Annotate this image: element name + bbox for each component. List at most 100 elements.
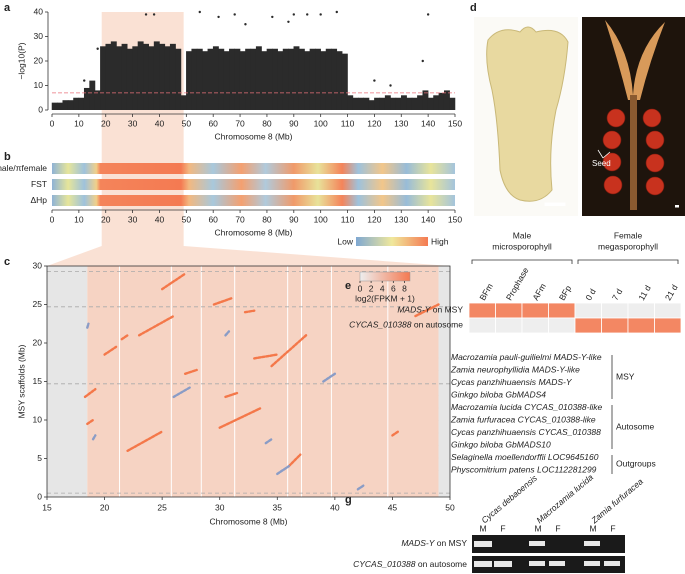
peak bbox=[315, 48, 321, 110]
x-tick-label: 100 bbox=[314, 118, 328, 128]
band bbox=[584, 561, 600, 566]
y-tick-label: 0 bbox=[38, 104, 43, 114]
outlier bbox=[335, 10, 338, 14]
x-tick-label: 140 bbox=[421, 118, 435, 128]
bands bbox=[474, 541, 620, 567]
x-tick-label: 50 bbox=[182, 214, 192, 224]
seed-arrows bbox=[597, 149, 611, 159]
peak bbox=[400, 95, 407, 110]
group-label: Male bbox=[513, 230, 532, 240]
alignment bbox=[287, 453, 302, 468]
peak bbox=[320, 51, 327, 110]
panel-label: e bbox=[345, 280, 351, 292]
row-label: ΔHp bbox=[30, 195, 47, 205]
alignment bbox=[86, 418, 95, 426]
microsporophyll bbox=[486, 26, 569, 202]
species: Zamia neurophyllidia bbox=[450, 365, 530, 375]
x-axis-label: Chromosome 8 (Mb) bbox=[215, 131, 293, 141]
row-label: MADS-Y on MSY bbox=[401, 538, 467, 548]
y-tick-label: 15 bbox=[33, 376, 43, 386]
alignment bbox=[183, 368, 198, 375]
x-tick-label: 90 bbox=[289, 118, 299, 128]
alignment bbox=[270, 334, 308, 368]
peak bbox=[449, 97, 456, 110]
x-tick-label: 40 bbox=[155, 214, 165, 224]
peak bbox=[379, 97, 386, 110]
peak bbox=[143, 43, 149, 110]
leaf-label: Ginkgo biloba GbMADS10 bbox=[451, 440, 551, 450]
x-tick-label: 45 bbox=[388, 502, 398, 512]
species: Cycas panzhihuaensis bbox=[451, 427, 537, 437]
gene: GbMADS10 bbox=[505, 440, 551, 450]
row-label: πmale/πfemale bbox=[0, 163, 47, 173]
alignment bbox=[414, 303, 440, 318]
cell bbox=[574, 302, 602, 319]
alignment bbox=[83, 388, 97, 399]
y-tick-label: 25 bbox=[33, 299, 43, 309]
leaf-label: Cycas panzhihuaensis CYCAS_010388 bbox=[451, 427, 601, 437]
outlier bbox=[319, 13, 322, 16]
leaf-label: Ginkgo biloba GbMADS4 bbox=[451, 390, 546, 400]
peak bbox=[159, 43, 166, 110]
cell bbox=[601, 302, 629, 319]
location: on autosome bbox=[414, 320, 463, 330]
x-tick-label: 25 bbox=[157, 502, 167, 512]
peak bbox=[272, 48, 278, 110]
column-label: BFm bbox=[477, 282, 495, 303]
gene: GbMADS4 bbox=[505, 390, 546, 400]
seed bbox=[603, 175, 623, 195]
peak bbox=[368, 100, 375, 110]
species: Ginkgo biloba bbox=[451, 440, 503, 450]
peak bbox=[62, 100, 69, 110]
peak bbox=[255, 46, 262, 110]
peak bbox=[239, 51, 246, 110]
peak bbox=[417, 95, 424, 110]
legend-low: Low bbox=[337, 236, 353, 246]
x-tick-label: 30 bbox=[128, 214, 138, 224]
x-tick-label: 40 bbox=[155, 118, 165, 128]
band bbox=[549, 561, 565, 566]
seed bbox=[602, 152, 622, 172]
leaf-label: Zamia furfuracea CYCAS_010388-like bbox=[450, 415, 596, 425]
peak bbox=[406, 97, 413, 110]
peak bbox=[175, 48, 182, 110]
row-label: CYCAS_010388 on autosome bbox=[353, 559, 467, 569]
leaf-label: Macrozamia lucida CYCAS_010388-like bbox=[451, 402, 602, 412]
x-tick-label: 50 bbox=[182, 118, 192, 128]
gene: MADS-Y bbox=[397, 305, 431, 315]
peak bbox=[57, 102, 64, 110]
leaf-label: Selaginella moellendorffii LOC9645160 bbox=[451, 452, 599, 462]
cell bbox=[548, 302, 576, 319]
y-tick-label: 30 bbox=[33, 260, 43, 270]
gel-row bbox=[472, 535, 625, 553]
peak bbox=[78, 97, 85, 110]
leaf-label: Zamia neurophyllidia MADS-Y-like bbox=[450, 365, 580, 375]
panel-label: c bbox=[4, 256, 10, 268]
colorbar-label: log2(FPKM + 1) bbox=[355, 293, 415, 303]
gene: MADS-Y-like bbox=[554, 352, 602, 362]
stripe bbox=[52, 195, 455, 206]
gene: CYCAS_010388-like bbox=[524, 402, 602, 412]
band bbox=[604, 561, 620, 566]
species: Selaginella moellendorffii bbox=[451, 452, 547, 462]
group-bracket bbox=[471, 259, 573, 264]
x-tick-label: 70 bbox=[235, 118, 245, 128]
x-tick-label: 60 bbox=[208, 118, 218, 128]
x-tick-label: 50 bbox=[445, 502, 455, 512]
peak bbox=[229, 48, 235, 110]
peak bbox=[293, 46, 300, 110]
y-tick-label: 20 bbox=[34, 55, 44, 65]
colorbar-tick-label: 0 bbox=[358, 283, 363, 293]
x-tick-label: 80 bbox=[262, 118, 272, 128]
peak bbox=[438, 92, 445, 110]
alignment bbox=[120, 334, 129, 341]
peak bbox=[358, 97, 364, 110]
scale-bar bbox=[675, 205, 679, 208]
peak bbox=[363, 97, 370, 110]
y-axis-label: MSY scaffolds (Mb) bbox=[16, 344, 26, 418]
alignment bbox=[218, 407, 262, 429]
row-label: MADS-Y on MSY bbox=[397, 305, 463, 315]
peak bbox=[223, 51, 230, 110]
outlier bbox=[271, 15, 274, 19]
